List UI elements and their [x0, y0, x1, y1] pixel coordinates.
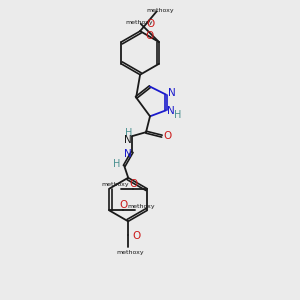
Text: H: H: [174, 110, 182, 120]
Text: N: N: [124, 149, 132, 159]
Text: H: H: [112, 159, 120, 169]
Text: N: N: [167, 106, 175, 116]
Text: methoxy: methoxy: [102, 182, 129, 187]
Text: methoxy: methoxy: [127, 204, 155, 209]
Text: O: O: [145, 31, 153, 41]
Text: methoxy: methoxy: [147, 8, 174, 13]
Text: O: O: [164, 131, 172, 141]
Text: N: N: [124, 135, 132, 145]
Text: methoxy: methoxy: [125, 20, 153, 25]
Text: methoxy: methoxy: [116, 250, 144, 254]
Text: O: O: [147, 20, 155, 29]
Text: H: H: [124, 128, 132, 138]
Text: O: O: [129, 179, 137, 189]
Text: O: O: [119, 200, 127, 211]
Text: N: N: [168, 88, 176, 98]
Text: O: O: [132, 231, 140, 241]
